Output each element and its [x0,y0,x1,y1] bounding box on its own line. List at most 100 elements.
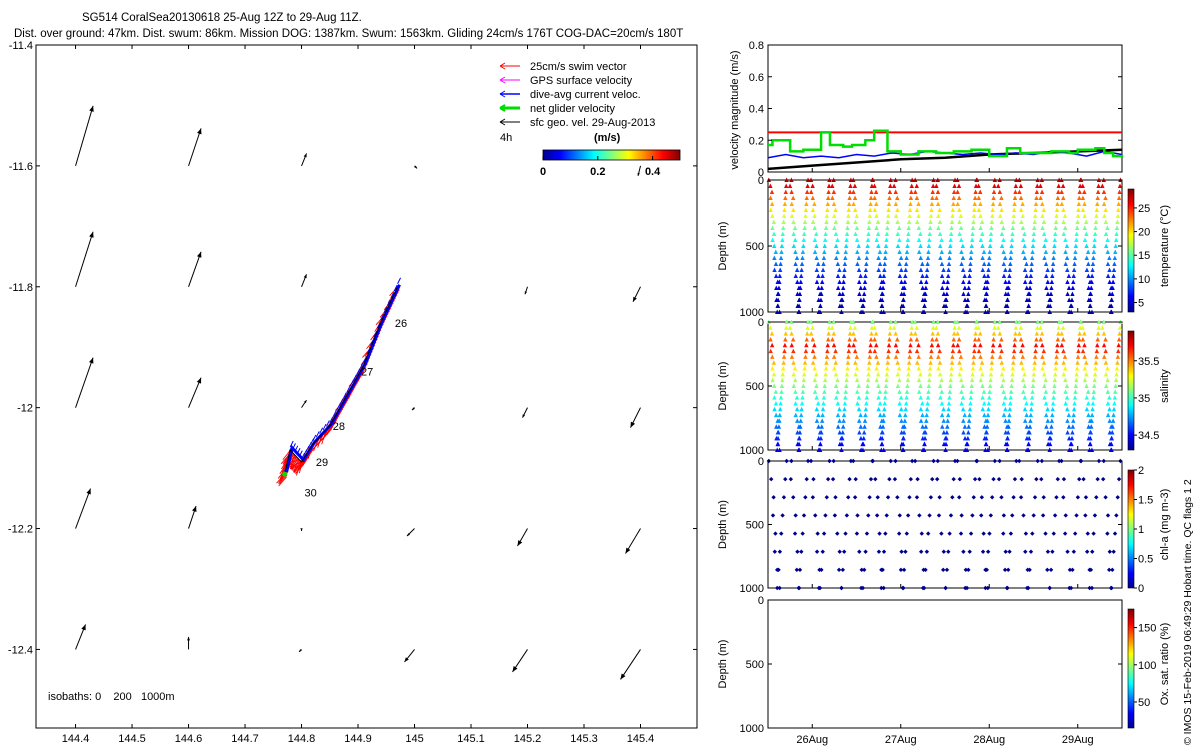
section-profile-marker [1105,377,1110,383]
section-profile-marker [864,255,869,260]
section-profile-marker [1027,567,1032,573]
section-profile-marker [770,354,775,359]
section-profile-marker [886,201,892,206]
section-profile-marker [796,441,802,447]
section-profile-marker [891,325,897,330]
section-profile-marker [956,183,962,188]
section-profile-marker [1011,213,1016,218]
section-profile-marker [834,255,839,260]
section-profile-marker [883,531,888,536]
section-profile-marker [804,195,809,200]
section-profile-marker [918,371,923,377]
section-profile-marker [1059,189,1064,194]
section-profile-marker [875,219,881,224]
section-profile-marker [796,447,801,452]
section-profile-marker [969,377,975,383]
section-profile-marker [1111,267,1117,272]
section-profile-marker [1041,360,1047,365]
section-profile-marker [856,267,862,272]
section-profile-marker [874,377,879,383]
section-profile-marker [1103,360,1109,365]
section-profile-marker [965,297,971,302]
section-profile-marker [1056,331,1061,336]
section-profile-marker [941,430,947,435]
section-profile-marker [955,201,960,206]
section-profile-marker [909,458,915,464]
section-profile-marker [831,189,837,194]
surface-velocity-arrowhead [414,165,418,169]
section-profile-marker [1073,383,1079,388]
section-profile-marker [845,219,851,224]
section-profile-marker [1076,207,1081,212]
section-profile-marker [893,201,899,206]
section-profile-marker [985,273,991,278]
legend-swim-label: 25cm/s swim vector [530,61,627,73]
section-profile-marker [1061,371,1066,377]
section-profile-marker [816,424,821,429]
section-profile-marker [1065,418,1070,423]
section-profile-marker [935,189,941,194]
section-profile-marker [1108,585,1114,591]
surface-velocity-arrow [620,649,641,680]
section-profile-marker [1054,213,1059,218]
section-profile-marker [955,319,960,324]
section-profile-marker [1050,412,1055,418]
section-profile-marker [814,418,820,423]
section-profile-marker [861,291,867,296]
section-profile-marker [784,319,789,324]
section-profile-marker [782,207,787,212]
dac-vector [319,427,324,434]
section-profile-marker [968,261,973,266]
section-profile-marker [854,531,860,536]
surface-velocity-arrows [75,105,641,680]
section-profile-marker [930,183,936,188]
section-profile-marker [907,348,913,354]
section-profile-marker [1096,319,1102,324]
section-profile-marker [946,267,951,272]
section-profile-marker [1032,360,1037,365]
section-profile-marker [939,273,945,278]
section-profile-marker [1020,377,1026,383]
map-x-tick-label: 145.1 [457,733,485,745]
section-profile-marker [967,406,973,412]
section-profile-marker [978,342,983,348]
section-profile-marker [950,207,956,212]
section-profile-marker [874,366,879,371]
section-profile-marker [977,476,982,482]
section-profile-marker [957,476,963,482]
section-profile-marker [1065,291,1070,296]
section-profile-marker [1061,207,1066,212]
section-profile-marker [1105,366,1110,371]
section-profile-marker [936,213,941,218]
section-profile-marker [895,336,900,342]
section-colorbar [1127,330,1135,451]
section-profile-marker [876,395,881,400]
section-profile-marker [981,389,987,394]
section-profile-marker [835,531,840,536]
section-profile-marker [1088,297,1093,302]
section-profile-marker [804,342,809,348]
section-profile-marker [857,291,862,296]
section-profile-marker [1091,249,1097,254]
section-profile-marker [978,331,983,336]
section-profile-marker [771,231,777,236]
section-profile-marker [815,531,820,536]
section-profile-marker [950,354,955,359]
swim-vector [291,459,300,470]
section-profile-marker [845,225,850,230]
section-profile-marker [944,567,950,573]
section-profile-marker [981,400,987,406]
section-profile-marker [819,424,824,429]
section-profile-marker [791,348,796,354]
section-profile-marker [841,279,846,284]
section-profile-marker [880,430,885,435]
surface-velocity-arrowhead [299,649,302,652]
dac-vector [315,431,320,438]
section-profile-marker [918,395,923,400]
section-profile-marker [773,273,779,278]
section-profile-marker [1005,430,1011,435]
section-profile-marker [770,213,775,218]
section-profile-marker [1005,441,1010,447]
section-profile-marker [790,336,796,342]
section-profile-marker [947,395,952,400]
